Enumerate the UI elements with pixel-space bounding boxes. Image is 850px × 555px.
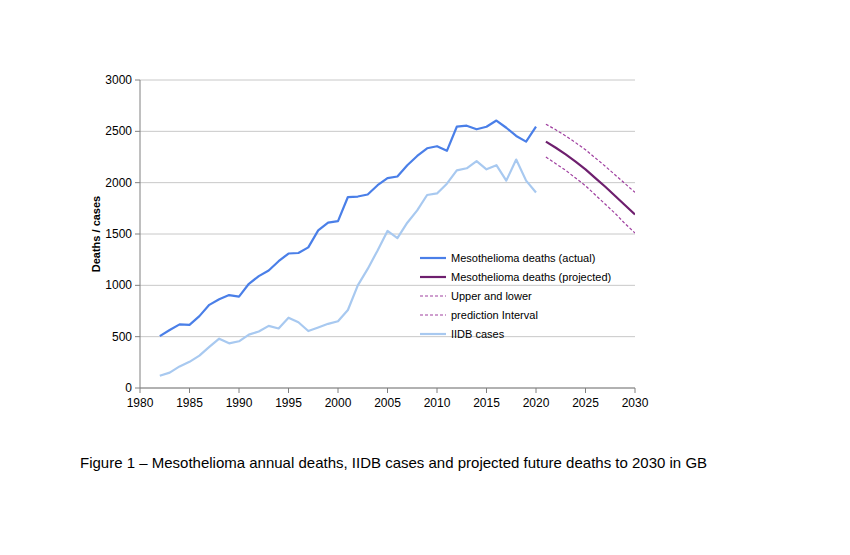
x-tick <box>140 388 141 393</box>
series-line <box>160 121 536 337</box>
legend-swatch <box>420 276 446 278</box>
x-tick <box>288 388 289 393</box>
y-tick-label: 2000 <box>105 176 132 190</box>
x-tick <box>486 388 487 393</box>
legend-label: IIDB cases <box>451 328 505 340</box>
grid-line <box>140 388 635 389</box>
legend-label: Mesothelioma deaths (projected) <box>451 271 611 283</box>
y-axis-label: Deaths / cases <box>90 196 102 272</box>
y-tick <box>135 285 140 286</box>
x-tick-label: 1980 <box>127 396 154 410</box>
y-tick <box>135 388 140 389</box>
x-tick-label: 1985 <box>176 396 203 410</box>
series-line <box>546 124 635 192</box>
y-tick-label: 500 <box>112 330 132 344</box>
chart: 0 500 1000 1500 2000 2500 3000 1980 1985 1990 1995… <box>0 0 850 555</box>
x-tick-label: 2030 <box>622 396 649 410</box>
x-tick-label: 1995 <box>275 396 302 410</box>
legend-label: prediction Interval <box>451 309 538 321</box>
grid-line <box>140 234 635 235</box>
x-axis <box>140 388 635 389</box>
y-tick-label: 3000 <box>105 73 132 87</box>
x-tick <box>437 388 438 393</box>
x-tick <box>189 388 190 393</box>
legend-swatch <box>420 333 446 335</box>
y-tick-label: 2500 <box>105 124 132 138</box>
legend-swatch <box>420 314 446 315</box>
x-tick-label: 2010 <box>424 396 451 410</box>
y-tick-label: 0 <box>125 381 132 395</box>
x-tick-label: 2000 <box>325 396 352 410</box>
x-tick <box>585 388 586 393</box>
x-tick <box>387 388 388 393</box>
x-tick <box>635 388 636 393</box>
legend-label: Upper and lower <box>451 290 532 302</box>
grid-line <box>140 285 635 286</box>
plot-area <box>160 121 635 376</box>
legend: Mesothelioma deaths (actual) Mesothelioma… <box>420 252 611 340</box>
grid-line <box>140 336 635 337</box>
legend-swatch <box>420 295 446 296</box>
x-tick <box>338 388 339 393</box>
grid-line <box>140 182 635 183</box>
x-tick-label: 2005 <box>374 396 401 410</box>
chart-title: Figure 1 – Mesothelioma annual deaths, I… <box>80 454 707 471</box>
x-tick-label: 2015 <box>473 396 500 410</box>
series-line <box>546 157 635 233</box>
x-tick <box>536 388 537 393</box>
x-tick-label: 2025 <box>572 396 599 410</box>
x-tick-label: 2020 <box>523 396 550 410</box>
x-tick <box>239 388 240 393</box>
series-line <box>160 160 536 376</box>
y-tick-label: 1000 <box>105 278 132 292</box>
y-axis <box>140 80 141 388</box>
y-tick <box>135 336 140 337</box>
legend-label: Mesothelioma deaths (actual) <box>451 252 595 264</box>
x-tick-label: 1990 <box>226 396 253 410</box>
grid-line <box>140 131 635 132</box>
y-tick-label: 1500 <box>105 227 132 241</box>
y-tick <box>135 182 140 183</box>
y-tick <box>135 131 140 132</box>
y-tick <box>135 80 140 81</box>
series-line <box>546 142 635 215</box>
y-tick <box>135 234 140 235</box>
grid-line <box>140 80 635 81</box>
legend-swatch <box>420 257 446 259</box>
